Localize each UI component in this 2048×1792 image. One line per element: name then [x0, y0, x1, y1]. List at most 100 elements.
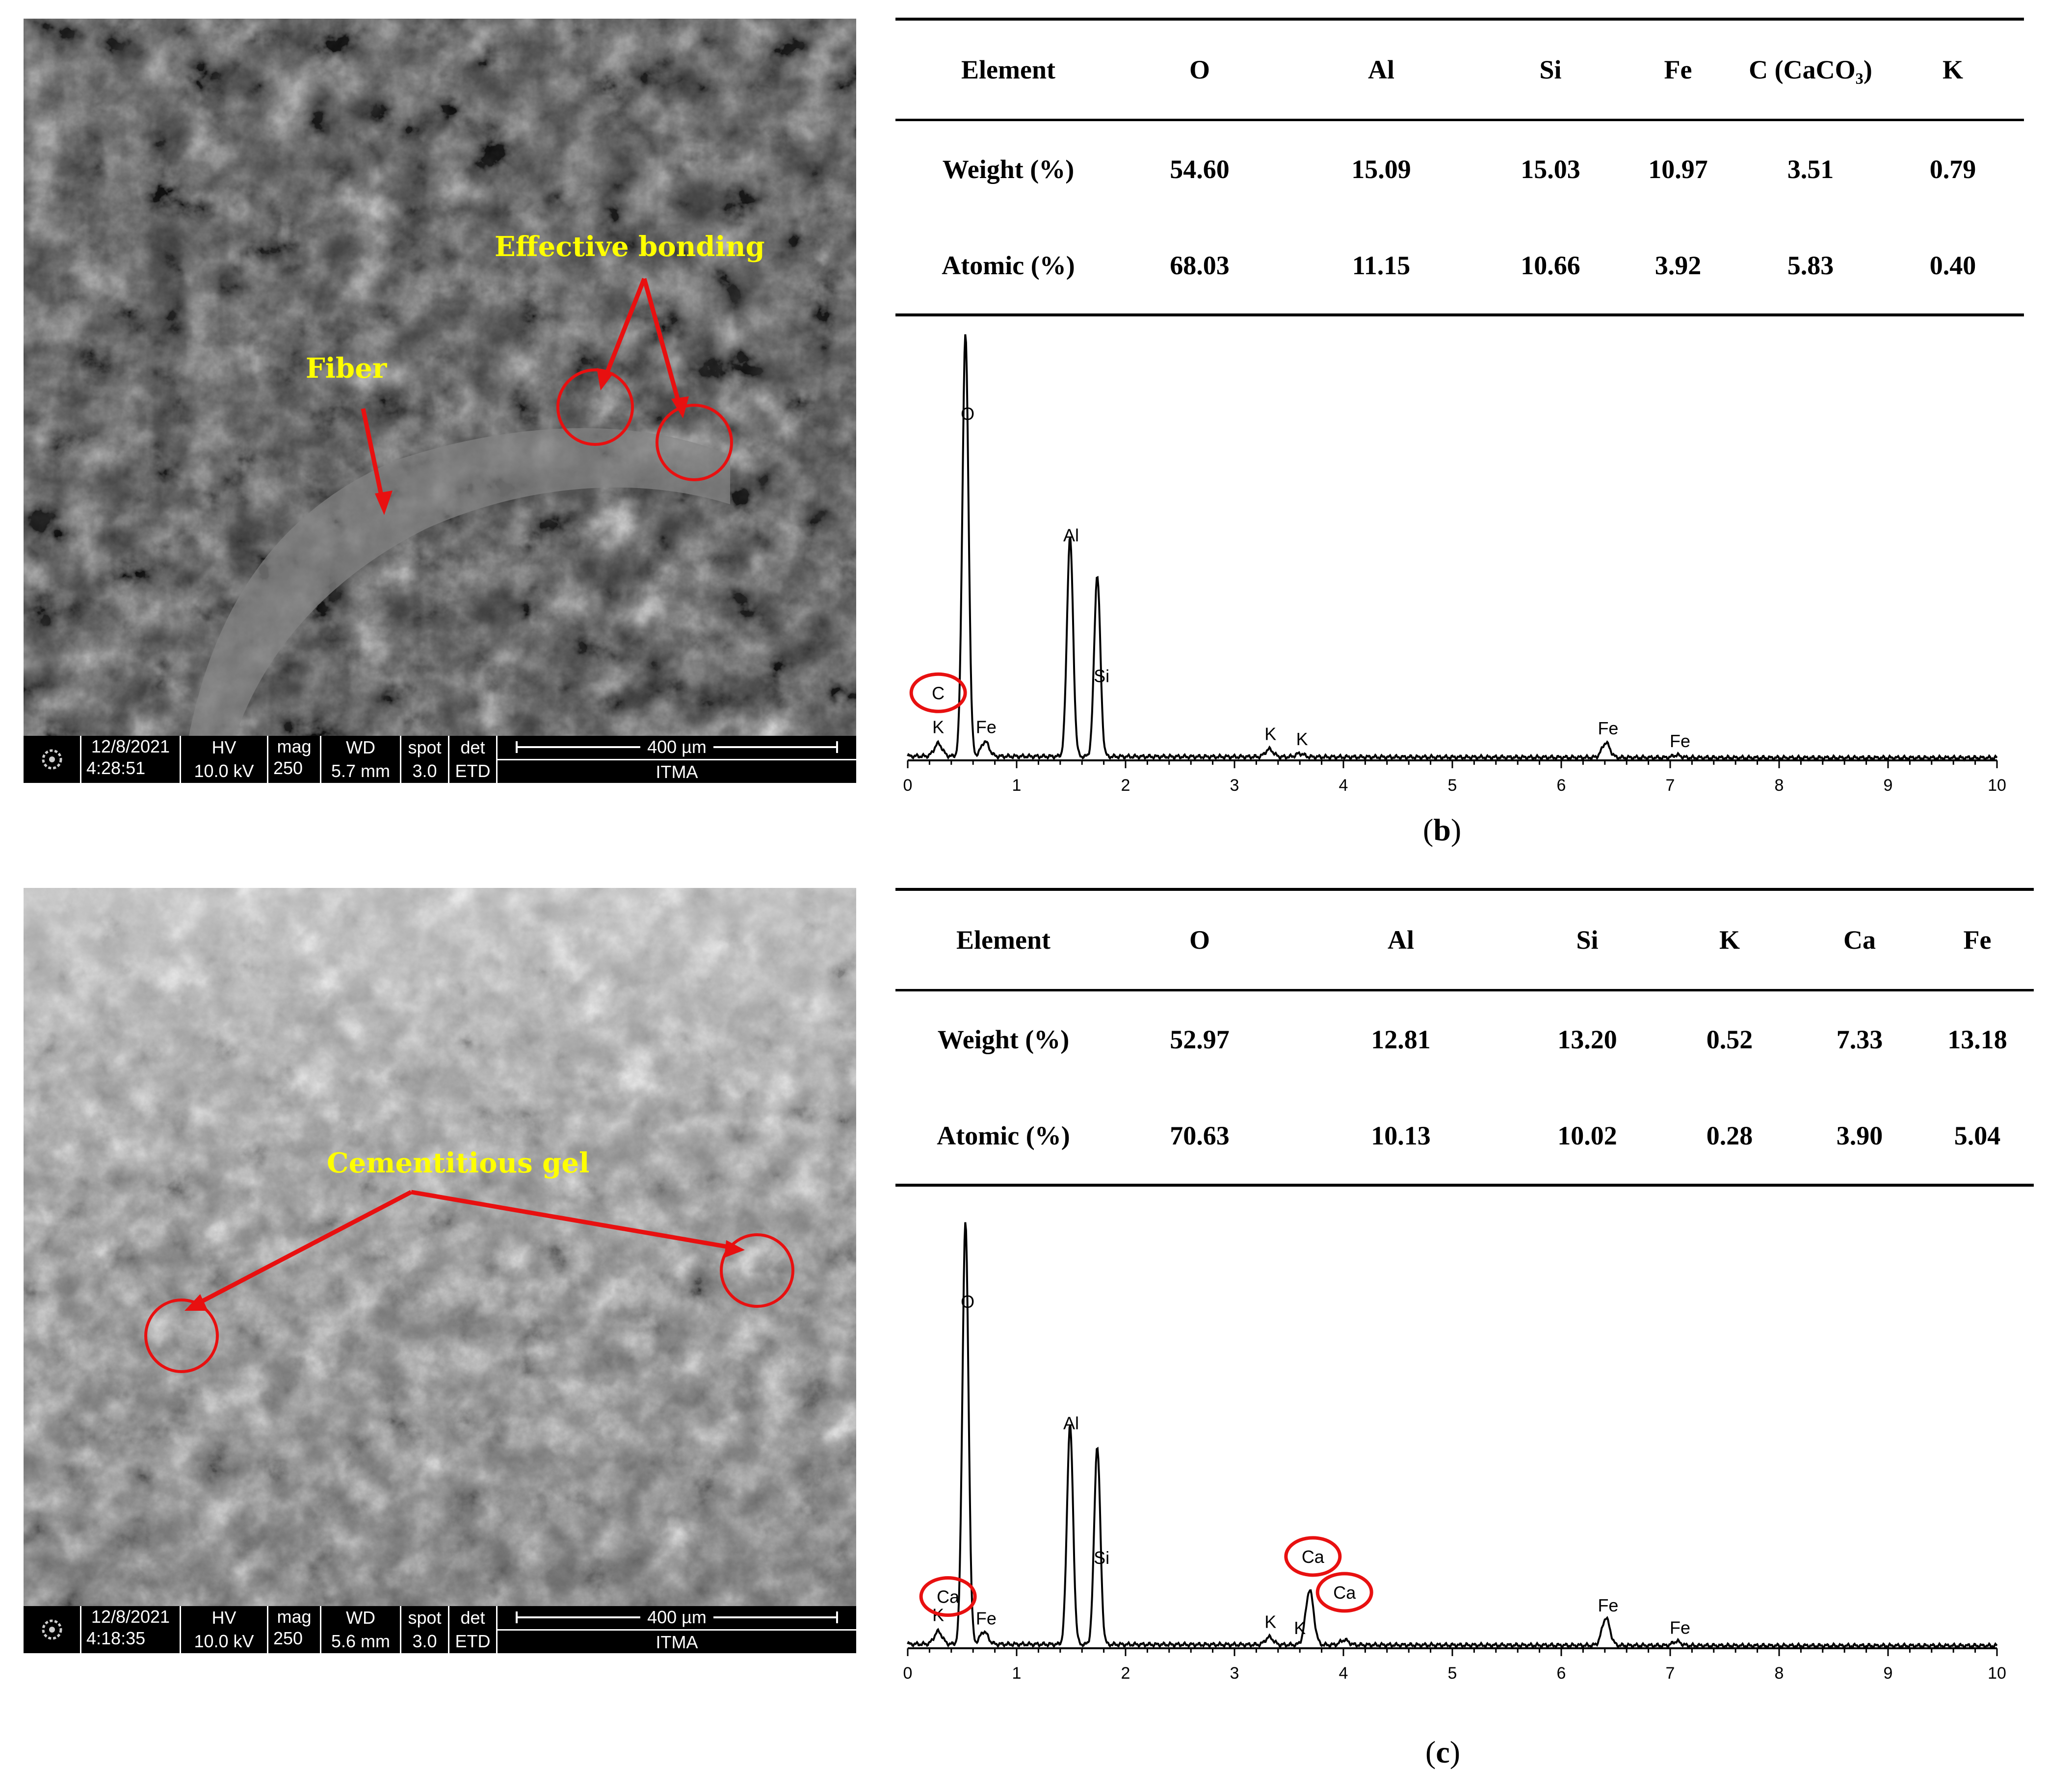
circled-element-marker [1315, 1572, 1373, 1613]
x-tick-label: 9 [1884, 1664, 1893, 1683]
fiber-label: Fiber [306, 352, 387, 385]
sem-texture-c [24, 888, 856, 1653]
spectrum-line [907, 334, 1998, 762]
peak-label: K [932, 717, 944, 737]
circled-element-marker [909, 672, 967, 713]
x-tick-label: 1 [1012, 1664, 1022, 1683]
peak-label: Fe [976, 1608, 997, 1628]
x-tick-label: 3 [1230, 776, 1239, 795]
panel-b: Fiber Effective bonding 12/8/2021 4:28:51… [0, 0, 2048, 873]
db-wd: WD 5.6 mm [321, 1606, 401, 1653]
peak-label: Fe [1598, 1595, 1618, 1615]
sem-annotations-b [361, 278, 733, 515]
x-tick-label: 2 [1121, 776, 1130, 795]
circled-element-marker [919, 1576, 977, 1617]
fiber-arrow [361, 408, 387, 510]
circled-element-marker [1284, 1536, 1342, 1577]
x-tick-label: 0 [903, 776, 913, 795]
x-tick-label: 10 [1988, 776, 2006, 795]
x-tick-label: 2 [1121, 1664, 1130, 1683]
x-tick-label: 7 [1666, 1664, 1675, 1683]
sem-annotations-c [144, 1190, 794, 1373]
peak-label: O [961, 404, 974, 424]
x-tick-label: 6 [1557, 1664, 1566, 1683]
gel-arrow-right [411, 1190, 738, 1251]
peak-label: Fe [1670, 1617, 1690, 1637]
db-hv: HV 10.0 kV [181, 736, 268, 783]
circled-element-label: Ca [937, 1587, 960, 1607]
fiber-shape [185, 428, 730, 754]
circled-element-label: C [932, 683, 945, 703]
bonding-arrow-right [642, 278, 683, 412]
eds-table-c: Element O Al Si K Ca Fe Weight (%) 52.97… [895, 888, 2034, 1187]
db-spot: spot 3.0 [401, 1606, 449, 1653]
x-tick-label: 5 [1448, 776, 1457, 795]
x-tick-label: 7 [1666, 776, 1675, 795]
caption-c: (c) [1425, 1735, 1461, 1769]
db-wd: WD 5.7 mm [321, 736, 401, 783]
x-tick-label: 3 [1230, 1664, 1239, 1683]
bonding-circle-2 [656, 404, 733, 481]
table-header-row: Element O Al Si Fe C (CaCO₃) K [895, 18, 2024, 121]
peak-label: Si [1094, 666, 1109, 686]
sem-image-b: Fiber Effective bonding 12/8/2021 4:28:51… [24, 19, 856, 783]
bonding-arrow-left [600, 278, 647, 385]
circled-element-label: Ca [1302, 1547, 1325, 1567]
peak-label: K [1296, 729, 1308, 749]
sem-texture-b [24, 19, 856, 783]
x-tick-label: 4 [1339, 776, 1348, 795]
caption-b: (b) [1423, 812, 1462, 847]
x-tick-label: 8 [1775, 776, 1784, 795]
peak-label: Al [1063, 525, 1079, 545]
x-tick-label: 10 [1988, 1664, 2006, 1683]
spectrum-line [907, 1222, 1998, 1650]
gel-arrow-left [189, 1190, 413, 1309]
x-tick-label: 1 [1012, 776, 1022, 795]
x-tick-label: 9 [1884, 776, 1893, 795]
peak-label: Al [1063, 1413, 1079, 1433]
db-det: det ETD [449, 1606, 498, 1653]
gel-circle-2 [720, 1233, 794, 1308]
peak-label: O [961, 1292, 974, 1312]
db-scalebar: 400 µm ITMA [498, 1606, 856, 1653]
gel-label: Cementitious gel [327, 1147, 590, 1179]
bonding-label: Effective bonding [495, 231, 765, 263]
logo-icon [24, 1606, 81, 1653]
table-row: Weight (%) 54.60 15.09 15.03 10.97 3.51 … [942, 155, 1976, 184]
table-header-row: Element O Al Si K Ca Fe [895, 888, 2034, 991]
table-row: Weight (%) 52.97 12.81 13.20 0.52 7.33 1… [937, 1025, 2007, 1054]
gel-circle-1 [144, 1299, 219, 1373]
peak-label: K [1294, 1618, 1306, 1638]
bonding-circle-1 [556, 368, 634, 446]
peak-label: Fe [976, 717, 997, 737]
x-tick-label: 8 [1775, 1664, 1784, 1683]
peak-label: K [1264, 724, 1276, 744]
logo-icon [24, 736, 81, 783]
circled-element-label: Ca [1333, 1583, 1356, 1603]
x-tick-label: 6 [1557, 776, 1566, 795]
db-hv: HV 10.0 kV [181, 1606, 268, 1653]
x-tick-label: 4 [1339, 1664, 1348, 1683]
peak-label: Fe [1598, 718, 1618, 738]
table-row: Atomic (%) 68.03 11.15 10.66 3.92 5.83 0… [895, 217, 2024, 316]
db-scalebar: 400 µm ITMA [498, 736, 856, 783]
x-tick-label: 0 [903, 1664, 913, 1683]
peak-label: Si [1094, 1548, 1109, 1568]
peak-label: K [1264, 1611, 1276, 1632]
db-spot: spot 3.0 [401, 736, 449, 783]
table-row: Atomic (%) 70.63 10.13 10.02 0.28 3.90 5… [895, 1088, 2034, 1187]
x-tick-label: 5 [1448, 1664, 1457, 1683]
peak-label: Fe [1670, 731, 1690, 751]
eds-table-b: Element O Al Si Fe C (CaCO₃) K Weight (%… [895, 18, 2024, 316]
db-det: det ETD [449, 736, 498, 783]
